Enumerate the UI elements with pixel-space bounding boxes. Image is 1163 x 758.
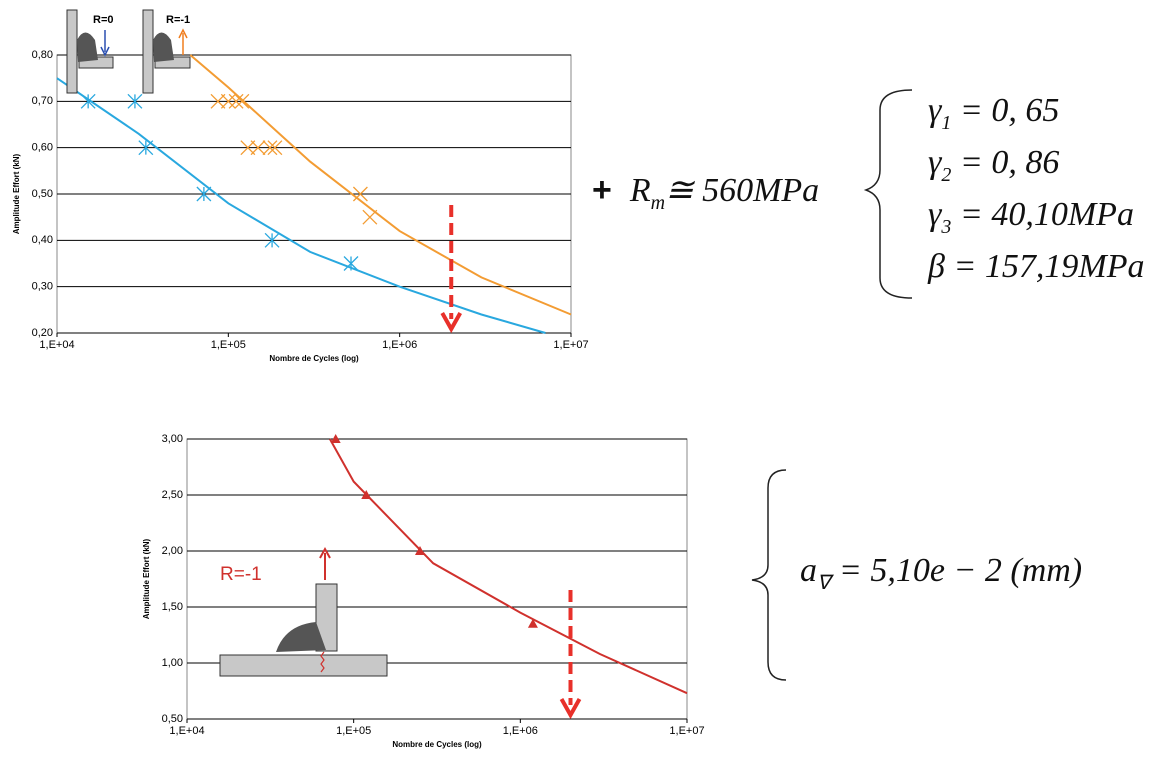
x-axis-label: Nombre de Cycles (log) — [392, 740, 482, 749]
rhs: = 0, 86 — [959, 144, 1060, 181]
x-tick-label: 1,E+04 — [39, 339, 74, 351]
equation: β = 157,19MPa — [928, 248, 1144, 291]
point — [220, 93, 236, 109]
x-tick-label: 1,E+06 — [382, 339, 417, 351]
lhs: γ — [928, 144, 942, 181]
equation: γ3 = 40,10MPa — [928, 196, 1134, 239]
weld-icon — [219, 546, 388, 677]
y-tick-label: 1,00 — [162, 657, 183, 669]
curve — [56, 77, 546, 334]
equation: + Rm≅ 560MPa — [592, 170, 819, 215]
lhs: R — [629, 172, 651, 209]
point — [527, 618, 538, 628]
y-tick-label: 2,00 — [162, 545, 183, 557]
y-tick-label: 0,70 — [32, 95, 53, 107]
y-tick-label: 0,50 — [32, 188, 53, 200]
y-axis-label: Amplitude Effort (kN) — [12, 153, 21, 234]
y-tick-label: 1,50 — [162, 601, 183, 613]
rhs: = 5,10e − 2 (mm) — [838, 552, 1083, 589]
y-tick-label: 0,30 — [32, 281, 53, 293]
marks — [56, 54, 572, 334]
lhs: γ — [928, 92, 942, 129]
subscript: ∇ — [817, 571, 831, 594]
y-tick-label: 0,20 — [32, 327, 53, 339]
x-tick-label: 1,E+06 — [503, 725, 538, 737]
equation: γ2 = 0, 86 — [928, 144, 1059, 187]
subscript: 3 — [941, 215, 952, 238]
lhs: a — [800, 552, 817, 589]
point — [196, 186, 212, 202]
point — [127, 93, 143, 109]
equation: a∇ = 5,10e − 2 (mm) — [800, 552, 1082, 595]
brace — [863, 89, 913, 299]
curve — [189, 54, 572, 316]
x-tick-label: 1,E+04 — [169, 725, 204, 737]
x-tick-label: 1,E+05 — [336, 725, 371, 737]
marks — [329, 434, 688, 720]
point — [352, 186, 368, 202]
x-tick-label: 1,E+07 — [669, 725, 704, 737]
rhs: = 40,10MPa — [959, 196, 1134, 233]
equation: γ1 = 0, 65 — [928, 92, 1059, 135]
lhs: β — [928, 248, 945, 285]
point — [262, 140, 278, 156]
point — [250, 140, 266, 156]
x-axis-label: Nombre de Cycles (log) — [269, 354, 359, 363]
plot-area — [186, 438, 688, 720]
y-tick-label: 0,60 — [32, 142, 53, 154]
rhs: = 0, 65 — [959, 92, 1060, 129]
y-tick-label: 2,50 — [162, 489, 183, 501]
weld-icon — [66, 9, 191, 94]
subscript: 1 — [941, 111, 952, 134]
y-axis-label: Amplitude Effort (kN) — [142, 538, 151, 619]
subscript: 2 — [941, 163, 952, 186]
annotation: R=-1 — [220, 564, 262, 585]
rhs: ≅ 560MPa — [665, 172, 820, 209]
annotation: R=-1 — [166, 14, 190, 26]
y-tick-label: 0,80 — [32, 49, 53, 61]
point — [210, 93, 226, 109]
y-tick-label: 0,50 — [162, 713, 183, 725]
point — [267, 140, 283, 156]
annotation: R=0 — [93, 14, 114, 26]
y-tick-label: 0,40 — [32, 234, 53, 246]
x-tick-label: 1,E+05 — [211, 339, 246, 351]
y-tick-label: 3,00 — [162, 433, 183, 445]
arrow-head — [559, 698, 582, 720]
x-tick-label: 1,E+07 — [553, 339, 588, 351]
point — [264, 232, 280, 248]
point — [228, 93, 244, 109]
subscript: m — [650, 191, 666, 214]
lhs: γ — [928, 196, 942, 233]
point — [330, 434, 341, 443]
arrow-head — [440, 312, 462, 334]
rhs: = 157,19MPa — [953, 248, 1145, 285]
curve — [329, 438, 688, 695]
plus: + — [592, 171, 612, 209]
brace — [751, 469, 787, 681]
